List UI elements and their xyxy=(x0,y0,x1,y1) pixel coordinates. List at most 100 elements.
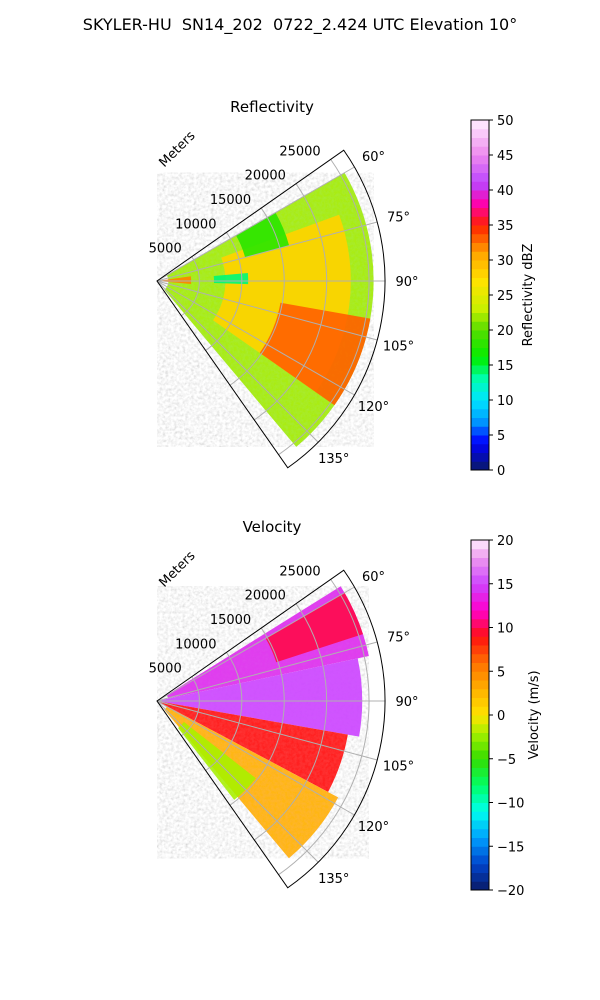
colorbar-tick-label: 20 xyxy=(497,324,514,339)
colorbar-tick-label: 35 xyxy=(497,219,514,234)
colorbar-segment xyxy=(471,435,489,445)
azimuth-tick-label: 135° xyxy=(318,452,349,467)
radial-tick-label: 5000 xyxy=(149,242,182,257)
azimuth-spoke xyxy=(156,280,319,443)
field-region xyxy=(259,302,371,406)
colorbar-segment xyxy=(471,662,489,672)
colorbar-segment xyxy=(471,750,489,760)
colorbar-tick-label: 10 xyxy=(497,394,514,409)
colorbar-segment xyxy=(471,233,489,243)
colorbar-tick-label: 5 xyxy=(497,665,505,680)
field-region xyxy=(265,592,363,663)
colorbar-segment xyxy=(471,583,489,593)
reflectivity-radial-label: Meters xyxy=(157,128,199,170)
colorbar-tick-label: −20 xyxy=(497,884,524,899)
colorbar-segment xyxy=(471,128,489,138)
colorbar-tick-label: 45 xyxy=(497,149,514,164)
colorbar-segment xyxy=(471,251,489,261)
radial-tick-label: 10000 xyxy=(175,637,216,652)
reflectivity-grid xyxy=(156,149,386,469)
azimuth-spoke xyxy=(156,641,378,702)
colorbar-segment xyxy=(471,417,489,427)
azimuth-spoke xyxy=(156,280,355,396)
colorbar-segment xyxy=(471,198,489,208)
colorbar-segment xyxy=(471,706,489,716)
azimuth-tick-label: 90° xyxy=(395,695,418,710)
colorbar-segment xyxy=(471,312,489,322)
colorbar-segment xyxy=(471,295,489,305)
azimuth-spoke xyxy=(156,166,355,282)
colorbar-segment xyxy=(471,120,489,130)
colorbar-segment xyxy=(471,575,489,585)
colorbar-segment xyxy=(471,688,489,698)
field-group xyxy=(157,586,369,859)
colorbar-segment xyxy=(471,811,489,821)
azimuth-tick-label: 75° xyxy=(387,630,410,645)
colorbar-segment xyxy=(471,172,489,182)
colorbar-segment xyxy=(471,155,489,165)
colorbar-segment xyxy=(471,443,489,453)
colorbar-segment xyxy=(471,767,489,777)
colorbar-tick-label: 0 xyxy=(497,464,505,479)
colorbar-segment xyxy=(471,338,489,348)
colorbar-segment xyxy=(471,741,489,751)
colorbar-segment xyxy=(471,365,489,375)
velocity-field xyxy=(157,586,369,859)
radial-tick-label: 25000 xyxy=(279,564,320,579)
colorbar-segment xyxy=(471,391,489,401)
reflectivity-colorbar: 0 5 10 15 20 25 30 35 40 45 50 xyxy=(470,114,514,479)
velocity-grid xyxy=(156,569,386,889)
azimuth-spoke xyxy=(156,700,355,816)
colorbar-segment xyxy=(471,181,489,191)
colorbar-segment xyxy=(471,260,489,270)
colorbar-segment xyxy=(471,793,489,803)
colorbar-segment xyxy=(471,452,489,462)
colorbar-tick-label: −10 xyxy=(497,797,524,812)
colorbar-segment xyxy=(471,881,489,891)
colorbar-segment xyxy=(471,330,489,340)
azimuth-spoke xyxy=(156,221,378,282)
range-ring xyxy=(229,627,285,806)
azimuth-tick-label: 60° xyxy=(362,570,385,585)
colorbar-segment xyxy=(471,216,489,226)
colorbar-segment xyxy=(471,601,489,611)
colorbar-segment xyxy=(471,863,489,873)
azimuth-spoke xyxy=(156,586,355,702)
colorbar-tick-label: 25 xyxy=(497,289,514,304)
azimuth-spoke xyxy=(156,700,378,761)
figure-title: SKYLER-HU SN14_202 0722_2.424 UTC Elevat… xyxy=(82,15,518,34)
colorbar-segment xyxy=(471,268,489,278)
colorbar-segment xyxy=(471,828,489,838)
radial-tick-label: 15000 xyxy=(210,613,251,628)
colorbar-tick-label: −5 xyxy=(497,753,516,768)
colorbar-segment xyxy=(471,872,489,882)
colorbar-segment xyxy=(471,557,489,567)
colorbar-segment xyxy=(471,732,489,742)
colorbar-segment xyxy=(471,146,489,156)
velocity-colorbar-label: Velocity (m/s) xyxy=(527,670,542,759)
velocity-radial-label: Meters xyxy=(157,548,199,590)
colorbar-segment xyxy=(471,408,489,418)
radial-tick-label: 15000 xyxy=(210,193,251,208)
colorbar-segment xyxy=(471,207,489,217)
colorbar-segment xyxy=(471,163,489,173)
colorbar-tick-label: 15 xyxy=(497,359,514,374)
colorbar-segment xyxy=(471,303,489,313)
range-ring xyxy=(254,603,328,841)
colorbar-segment xyxy=(471,618,489,628)
colorbar-tick-label: −15 xyxy=(497,840,524,855)
colorbar-segment xyxy=(471,286,489,296)
field-region xyxy=(157,658,363,737)
radial-tick-label: 10000 xyxy=(175,217,216,232)
range-ring xyxy=(205,232,243,351)
colorbar-segment xyxy=(471,785,489,795)
reflectivity-azimuth-ticks: 60° 75° 90° 105° 120° 135° xyxy=(318,150,418,467)
reflectivity-radial-ticks: 5000 10000 15000 20000 25000 xyxy=(149,144,321,256)
colorbar-segment xyxy=(471,356,489,366)
colorbar-tick-label: 40 xyxy=(497,184,514,199)
colorbar-segment xyxy=(471,461,489,471)
colorbar-tick-label: 15 xyxy=(497,578,514,593)
colorbar-segment xyxy=(471,758,489,768)
azimuth-tick-label: 60° xyxy=(362,150,385,165)
colorbar-segment xyxy=(471,653,489,663)
